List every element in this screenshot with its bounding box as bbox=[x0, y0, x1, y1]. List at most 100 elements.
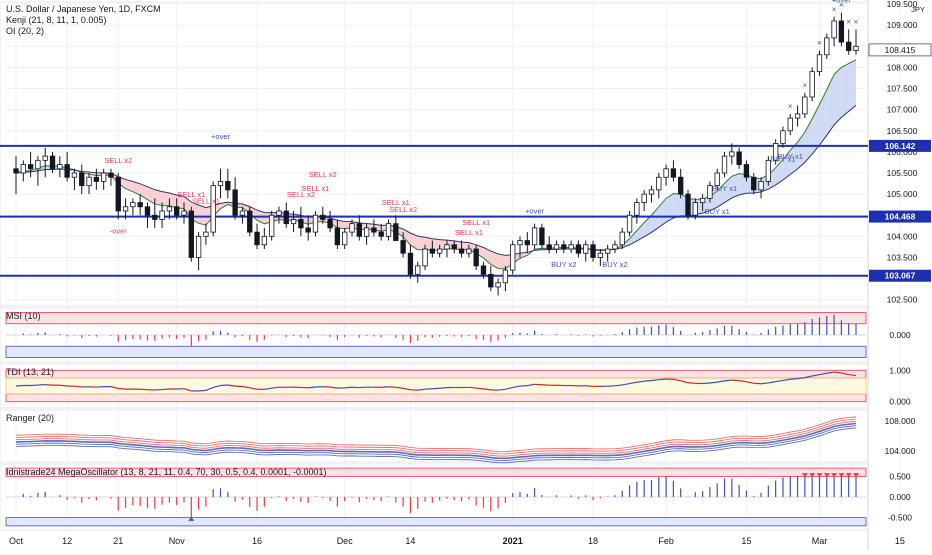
candle-body[interactable] bbox=[372, 228, 377, 232]
candle-body[interactable] bbox=[43, 156, 48, 160]
candle-body[interactable] bbox=[131, 203, 136, 207]
candle-body[interactable] bbox=[94, 177, 99, 181]
candle-body[interactable] bbox=[474, 249, 479, 266]
candle-body[interactable] bbox=[788, 118, 793, 131]
candle-body[interactable] bbox=[284, 211, 289, 224]
candle-body[interactable] bbox=[247, 211, 252, 232]
candle-body[interactable] bbox=[182, 211, 187, 215]
candle-body[interactable] bbox=[744, 165, 749, 178]
candle-body[interactable] bbox=[364, 228, 369, 236]
candle-body[interactable] bbox=[116, 177, 121, 211]
candle-body[interactable] bbox=[123, 207, 128, 211]
candle-body[interactable] bbox=[262, 236, 267, 244]
candle-body[interactable] bbox=[678, 177, 683, 194]
candle-body[interactable] bbox=[233, 190, 238, 215]
candle-body[interactable] bbox=[671, 169, 676, 177]
candle-body[interactable] bbox=[218, 181, 223, 185]
candle-body[interactable] bbox=[255, 232, 260, 245]
candle-body[interactable] bbox=[160, 211, 165, 219]
kenji-indicator-label[interactable]: Kenji (21, 8, 11, 1, 0.005) bbox=[6, 15, 161, 26]
candle-body[interactable] bbox=[65, 165, 70, 178]
candle-body[interactable] bbox=[415, 266, 420, 274]
candle-body[interactable] bbox=[657, 177, 662, 190]
candle-body[interactable] bbox=[503, 270, 508, 283]
candle-body[interactable] bbox=[686, 194, 691, 215]
candle-body[interactable] bbox=[598, 253, 603, 257]
candle-body[interactable] bbox=[825, 38, 830, 55]
candle-body[interactable] bbox=[269, 215, 274, 236]
candle-body[interactable] bbox=[576, 245, 581, 253]
candle-body[interactable] bbox=[489, 274, 494, 287]
candle-body[interactable] bbox=[467, 249, 472, 253]
candle-body[interactable] bbox=[357, 224, 362, 237]
candle-body[interactable] bbox=[386, 224, 391, 237]
candle-body[interactable] bbox=[423, 249, 428, 266]
candle-body[interactable] bbox=[700, 198, 705, 202]
candle-body[interactable] bbox=[350, 224, 355, 232]
candle-body[interactable] bbox=[781, 131, 786, 144]
candle-body[interactable] bbox=[204, 232, 209, 236]
candle-body[interactable] bbox=[452, 245, 457, 249]
candle-body[interactable] bbox=[569, 245, 574, 249]
candle-body[interactable] bbox=[145, 207, 150, 215]
candle-body[interactable] bbox=[430, 249, 435, 253]
candle-body[interactable] bbox=[722, 156, 727, 173]
candle-body[interactable] bbox=[401, 241, 406, 254]
candle-body[interactable] bbox=[817, 55, 822, 72]
candle-body[interactable] bbox=[335, 228, 340, 245]
candle-body[interactable] bbox=[342, 232, 347, 245]
candle-body[interactable] bbox=[328, 219, 333, 227]
candle-body[interactable] bbox=[437, 249, 442, 253]
candle-body[interactable] bbox=[138, 203, 143, 207]
candle-body[interactable] bbox=[299, 219, 304, 227]
candle-body[interactable] bbox=[408, 253, 413, 274]
candle-body[interactable] bbox=[174, 207, 179, 215]
candle-body[interactable] bbox=[751, 177, 756, 190]
candle-body[interactable] bbox=[50, 156, 55, 169]
candle-body[interactable] bbox=[620, 232, 625, 245]
candle-body[interactable] bbox=[496, 283, 501, 287]
candle-body[interactable] bbox=[79, 173, 84, 186]
candle-body[interactable] bbox=[635, 203, 640, 216]
candle-body[interactable] bbox=[591, 245, 596, 258]
oi-indicator-label[interactable]: OI (20, 2) bbox=[6, 26, 161, 37]
candle-body[interactable] bbox=[291, 219, 296, 223]
candle-body[interactable] bbox=[240, 211, 245, 215]
candle-body[interactable] bbox=[832, 21, 837, 38]
candle-body[interactable] bbox=[846, 42, 851, 50]
candle-body[interactable] bbox=[196, 236, 201, 257]
candle-body[interactable] bbox=[153, 215, 158, 219]
candle-body[interactable] bbox=[562, 245, 567, 249]
candle-body[interactable] bbox=[87, 177, 92, 185]
candle-body[interactable] bbox=[109, 173, 114, 177]
candle-body[interactable] bbox=[642, 194, 647, 202]
candle-body[interactable] bbox=[101, 173, 106, 181]
candle-body[interactable] bbox=[306, 228, 311, 232]
candle-body[interactable] bbox=[379, 232, 384, 236]
candle-body[interactable] bbox=[554, 245, 559, 249]
candle-body[interactable] bbox=[730, 152, 735, 156]
candle-body[interactable] bbox=[532, 228, 537, 245]
candle-body[interactable] bbox=[510, 245, 515, 270]
candle-body[interactable] bbox=[459, 249, 464, 253]
candle-body[interactable] bbox=[547, 245, 552, 249]
candle-body[interactable] bbox=[649, 190, 654, 194]
candle-body[interactable] bbox=[277, 211, 282, 215]
candle-body[interactable] bbox=[313, 215, 318, 232]
candle-body[interactable] bbox=[189, 211, 194, 257]
candle-body[interactable] bbox=[394, 224, 399, 241]
candle-body[interactable] bbox=[737, 152, 742, 165]
candle-body[interactable] bbox=[540, 228, 545, 245]
candle-body[interactable] bbox=[795, 114, 800, 118]
candle-body[interactable] bbox=[664, 169, 669, 177]
candle-body[interactable] bbox=[226, 181, 231, 189]
candle-body[interactable] bbox=[693, 203, 698, 216]
candle-body[interactable] bbox=[445, 245, 450, 249]
candle-body[interactable] bbox=[803, 97, 808, 114]
candle-body[interactable] bbox=[525, 241, 530, 245]
candle-body[interactable] bbox=[759, 181, 764, 189]
candle-body[interactable] bbox=[613, 245, 618, 249]
candle-body[interactable] bbox=[167, 207, 172, 211]
candle-body[interactable] bbox=[854, 46, 859, 50]
